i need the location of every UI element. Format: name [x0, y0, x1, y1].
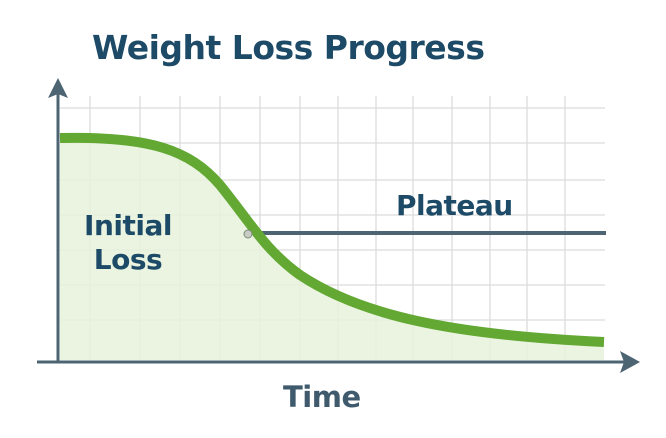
x-axis-arrow-icon — [620, 351, 640, 373]
plateau-marker — [243, 229, 253, 239]
x-axis-label: Time — [283, 380, 361, 414]
weight-curve — [59, 132, 605, 347]
initial-loss-label: Initial Loss — [82, 209, 174, 277]
plateau-label: Plateau — [396, 189, 513, 222]
area-fill — [60, 137, 604, 360]
initial-loss-line2: Loss — [93, 243, 163, 276]
y-axis-arrow-icon — [48, 78, 68, 98]
initial-loss-line1: Initial — [84, 209, 172, 242]
chart-title: Weight Loss Progress — [92, 28, 485, 67]
